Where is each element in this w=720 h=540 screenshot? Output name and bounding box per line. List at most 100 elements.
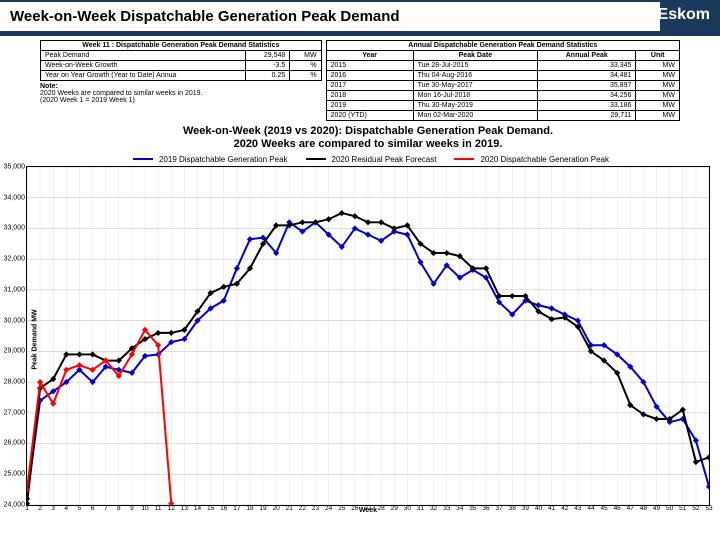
x-tick: 6 [91, 505, 95, 512]
table-cell: 2016 [326, 71, 413, 81]
x-tick: 35 [469, 505, 476, 512]
page-title: Week-on-Week Dispatchable Generation Pea… [0, 2, 660, 31]
x-tick: 45 [600, 505, 607, 512]
table2-caption: Annual Dispatchable Generation Peak Dema… [326, 41, 679, 51]
table-cell: MW [290, 51, 321, 61]
table-cell: MW [636, 91, 680, 101]
table-cell: 29,548 [245, 51, 289, 61]
x-tick: 48 [640, 505, 647, 512]
table-cell: 2018 [326, 91, 413, 101]
x-tick: 39 [522, 505, 529, 512]
table-cell: 2020 (YTD) [326, 111, 413, 121]
table-cell: Mon 02-Mar-2020 [413, 111, 538, 121]
x-tick: 51 [679, 505, 686, 512]
table-header: Peak Date [413, 51, 538, 61]
x-tick: 24 [325, 505, 332, 512]
table-cell: Tue 30-May-2017 [413, 81, 538, 91]
y-tick: 33,000 [4, 225, 27, 232]
x-tick: 16 [220, 505, 227, 512]
table-cell: Thu 30-May-2019 [413, 101, 538, 111]
table-cell: MW [636, 101, 680, 111]
y-tick: 34,000 [4, 194, 27, 201]
x-tick: 26 [351, 505, 358, 512]
x-tick: 27 [364, 505, 371, 512]
table-cell: 2015 [326, 61, 413, 71]
chart-plot-area: Peak Demand MW 24,00025,00026,00027,0002… [26, 166, 710, 506]
x-tick: 15 [207, 505, 214, 512]
table-header: Year [326, 51, 413, 61]
x-tick: 47 [627, 505, 634, 512]
x-tick: 5 [78, 505, 82, 512]
table1-caption: Week 11 : Dispatchable Generation Peak D… [41, 41, 322, 51]
x-tick: 52 [692, 505, 699, 512]
note-text: Note:2020 Weeks are compared to similar … [40, 81, 322, 104]
x-tick: 20 [273, 505, 280, 512]
table-cell: Mon 16-Jul-2018 [413, 91, 538, 101]
y-tick: 25,000 [4, 471, 27, 478]
chart-title-2: 2020 Weeks are compared to similar weeks… [26, 138, 710, 151]
chart-title-1: Week-on-Week (2019 vs 2020): Dispatchabl… [26, 125, 710, 138]
x-tick: 7 [104, 505, 108, 512]
table-cell: MW [636, 61, 680, 71]
table-cell: Peak Demand [41, 51, 246, 61]
x-tick: 13 [181, 505, 188, 512]
x-tick: 53 [705, 505, 712, 512]
x-tick: 23 [312, 505, 319, 512]
table-cell: MW [636, 81, 680, 91]
x-tick: 21 [286, 505, 293, 512]
y-tick: 26,000 [4, 440, 27, 447]
x-tick: 38 [509, 505, 516, 512]
chart-legend: 2019 Dispatchable Generation Peak 2020 Re… [26, 151, 710, 166]
table-cell: MW [636, 71, 680, 81]
x-tick: 50 [666, 505, 673, 512]
y-tick: 31,000 [4, 286, 27, 293]
table-cell: Thu 04-Aug-2016 [413, 71, 538, 81]
x-tick: 49 [653, 505, 660, 512]
brand-logo: Eskom [632, 4, 710, 26]
logo-icon [632, 4, 654, 26]
x-tick: 18 [246, 505, 253, 512]
table-cell: % [290, 61, 321, 71]
table-cell: MW [636, 111, 680, 121]
y-tick: 28,000 [4, 378, 27, 385]
chart-container: Week-on-Week (2019 vs 2020): Dispatchabl… [0, 123, 720, 518]
legend-item: 2019 Dispatchable Generation Peak [127, 155, 288, 164]
table-cell: 33,186 [538, 101, 636, 111]
x-tick: 8 [117, 505, 121, 512]
x-tick: 9 [130, 505, 134, 512]
x-tick: 22 [299, 505, 306, 512]
x-tick: 2 [38, 505, 42, 512]
x-tick: 12 [168, 505, 175, 512]
x-tick: 14 [194, 505, 201, 512]
table-cell: 33,345 [538, 61, 636, 71]
x-tick: 1 [25, 505, 29, 512]
x-tick: 32 [430, 505, 437, 512]
legend-item: 2020 Residual Peak Forecast [300, 155, 437, 164]
table-cell: 0.25 [245, 71, 289, 81]
brand-name: Eskom [658, 6, 710, 24]
y-tick: 32,000 [4, 256, 27, 263]
table-cell: Year on Year Growth (Year to Date) Annua [41, 71, 246, 81]
x-tick: 19 [259, 505, 266, 512]
x-tick: 3 [51, 505, 55, 512]
x-tick: 31 [417, 505, 424, 512]
x-tick: 11 [155, 505, 162, 512]
x-tick: 17 [233, 505, 240, 512]
x-tick: 40 [535, 505, 542, 512]
table-header: Annual Peak [538, 51, 636, 61]
x-tick: 42 [561, 505, 568, 512]
x-tick: 37 [496, 505, 503, 512]
y-tick: 24,000 [4, 501, 27, 508]
x-tick: 43 [574, 505, 581, 512]
y-tick: 35,000 [4, 163, 27, 170]
x-tick: 33 [443, 505, 450, 512]
table-header: Unit [636, 51, 680, 61]
table-cell: Tue 28-Jul-2015 [413, 61, 538, 71]
x-tick: 44 [587, 505, 594, 512]
x-tick: 41 [548, 505, 555, 512]
table-cell: 29,711 [538, 111, 636, 121]
x-tick: 34 [456, 505, 463, 512]
table-cell: 2017 [326, 81, 413, 91]
table-cell: -3.5 [245, 61, 289, 71]
x-tick: 28 [377, 505, 384, 512]
